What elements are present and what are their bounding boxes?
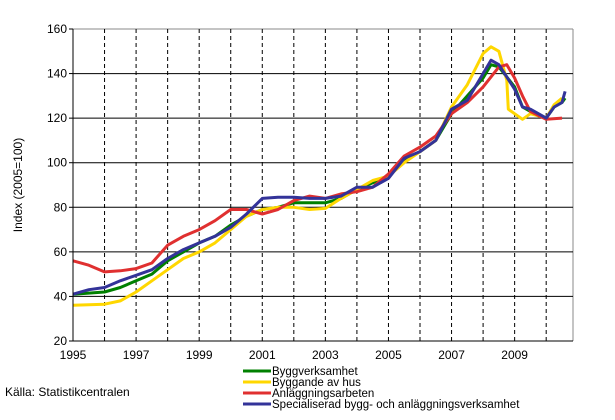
x-tick-label: 1995 — [60, 348, 87, 362]
y-axis-label: Index (2005=100) — [11, 138, 25, 232]
legend-label: Byggverksamhet — [272, 366, 358, 378]
grid — [73, 28, 574, 341]
x-tick-label: 1997 — [123, 348, 150, 362]
x-tick-label: 2001 — [249, 348, 276, 362]
series-line-3 — [72, 63, 563, 274]
x-tick-label: 1999 — [186, 348, 213, 362]
x-tick-label: 2007 — [438, 348, 465, 362]
x-tick-label: 2009 — [501, 348, 528, 362]
series-line-2 — [72, 45, 563, 307]
y-tick-label: 20 — [54, 334, 68, 348]
y-tick-label: 60 — [54, 245, 68, 259]
y-tick-label: 80 — [54, 200, 68, 214]
axes: 20 40 60 80 100 120 140 160 1995 1997 1999 2001 2003… — [47, 22, 573, 362]
y-tick-label: 160 — [47, 22, 67, 36]
legend-label: Anläggningsarbeten — [272, 388, 374, 400]
source-note: Källa: Statistikcentralen — [5, 385, 130, 399]
y-tick-label: 120 — [47, 111, 67, 125]
series-line-4 — [72, 58, 567, 296]
series-line-1 — [72, 63, 567, 296]
y-tick-label: 40 — [54, 289, 68, 303]
series-lines — [72, 45, 567, 307]
x-tick-label: 2005 — [375, 348, 402, 362]
x-tick-label: 2003 — [312, 348, 339, 362]
y-tick-label: 140 — [47, 67, 67, 81]
legend-label: Specialiserad bygg- och anläggningsverks… — [272, 399, 520, 411]
y-tick-label: 100 — [47, 156, 67, 170]
legend-label: Byggande av hus — [272, 377, 361, 389]
